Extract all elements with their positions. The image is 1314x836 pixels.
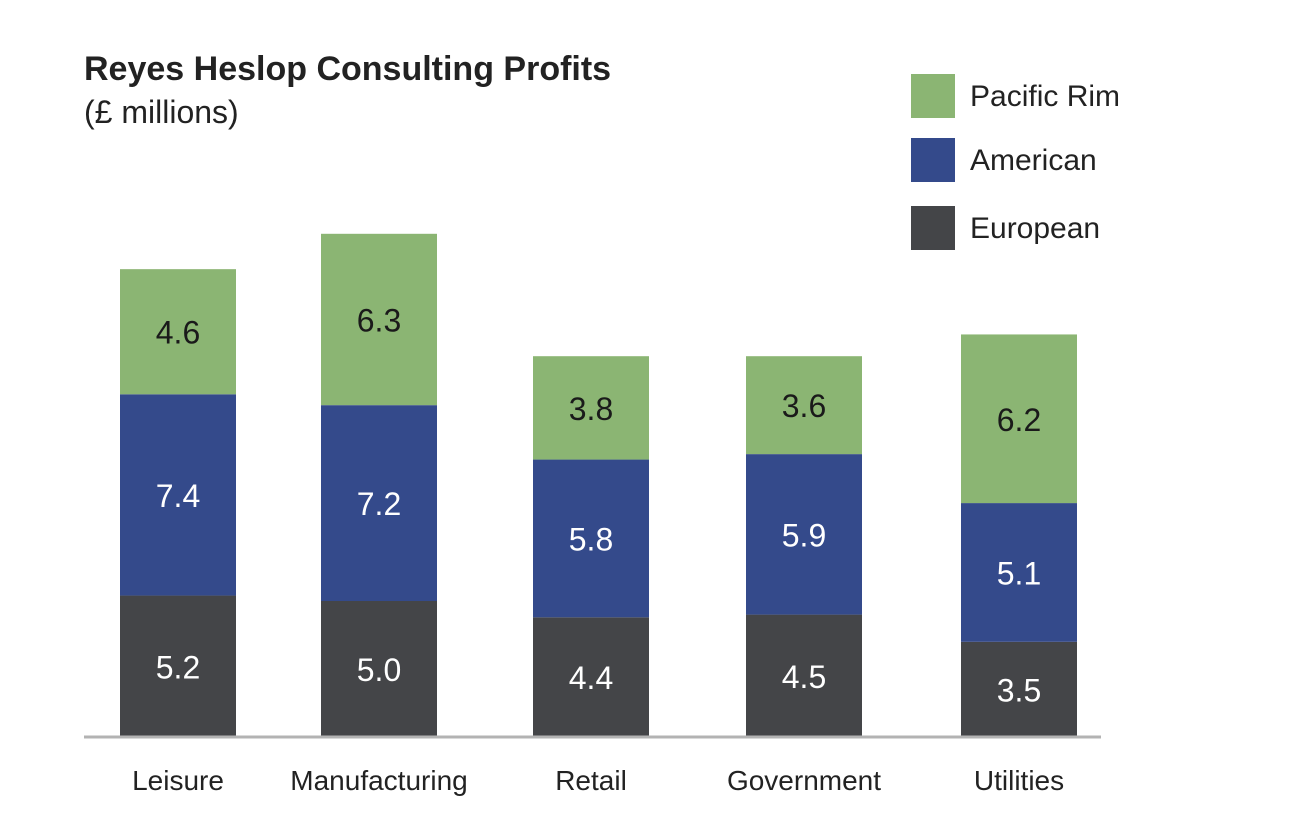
x-tick-label-utilities: Utilities (974, 765, 1064, 796)
data-label-government-european: 4.5 (782, 659, 826, 695)
bar-government-american (746, 454, 862, 615)
legend-label-pacific-rim: Pacific Rim (970, 80, 1120, 113)
bar-retail-american (533, 459, 649, 618)
data-label-government-pacific-rim: 3.6 (782, 388, 826, 424)
data-label-manufacturing-pacific-rim: 6.3 (357, 302, 401, 338)
bar-utilities-pacific-rim (961, 334, 1077, 504)
chart-subtitle: (£ millions) (84, 94, 239, 130)
bar-retail-pacific-rim (533, 356, 649, 460)
data-label-retail-pacific-rim: 3.8 (569, 391, 613, 427)
legend: Pacific Rim American European (911, 74, 1120, 250)
legend-label-american: American (970, 144, 1097, 177)
bar-manufacturing-pacific-rim (321, 233, 437, 406)
data-label-retail-european: 4.4 (569, 660, 613, 696)
legend-swatch-european (911, 206, 955, 250)
chart-title: Reyes Heslop Consulting Profits (84, 50, 611, 88)
bar-leisure-american (120, 394, 236, 596)
data-label-utilities-pacific-rim: 6.2 (997, 402, 1041, 438)
bar-manufacturing-american (321, 405, 437, 601)
bar-utilities-american (961, 503, 1077, 642)
x-axis-labels: Leisure Manufacturing Retail Government Util… (132, 765, 1064, 796)
data-label-leisure-pacific-rim: 4.6 (156, 315, 200, 351)
bar-retail-european (533, 617, 649, 737)
data-label-retail-american: 5.8 (569, 521, 613, 557)
legend-swatch-pacific-rim (911, 74, 955, 118)
legend-swatch-american (911, 138, 955, 182)
bar-utilities-european (961, 641, 1077, 737)
x-tick-label-retail: Retail (555, 765, 627, 796)
data-label-utilities-european: 3.5 (997, 672, 1041, 708)
bar-manufacturing-european (321, 601, 437, 737)
data-label-leisure-european: 5.2 (156, 649, 200, 685)
data-label-leisure-american: 7.4 (156, 478, 200, 514)
data-label-manufacturing-american: 7.2 (357, 486, 401, 522)
x-tick-label-government: Government (727, 765, 881, 796)
data-label-utilities-american: 5.1 (997, 555, 1041, 591)
x-tick-label-manufacturing: Manufacturing (290, 765, 467, 796)
bar-leisure-pacific-rim (120, 269, 236, 395)
data-label-government-american: 5.9 (782, 517, 826, 553)
x-tick-label-leisure: Leisure (132, 765, 224, 796)
bar-leisure-european (120, 595, 236, 737)
data-label-manufacturing-european: 5.0 (357, 652, 401, 688)
bars-group: 5.2 7.4 4.6 5.0 7.2 6.3 4.4 5.8 3.8 4.5 5.9 3.6 3.5 5… (120, 233, 1077, 737)
bar-government-european (746, 614, 862, 737)
legend-label-european: European (970, 212, 1100, 245)
bar-government-pacific-rim (746, 356, 862, 455)
